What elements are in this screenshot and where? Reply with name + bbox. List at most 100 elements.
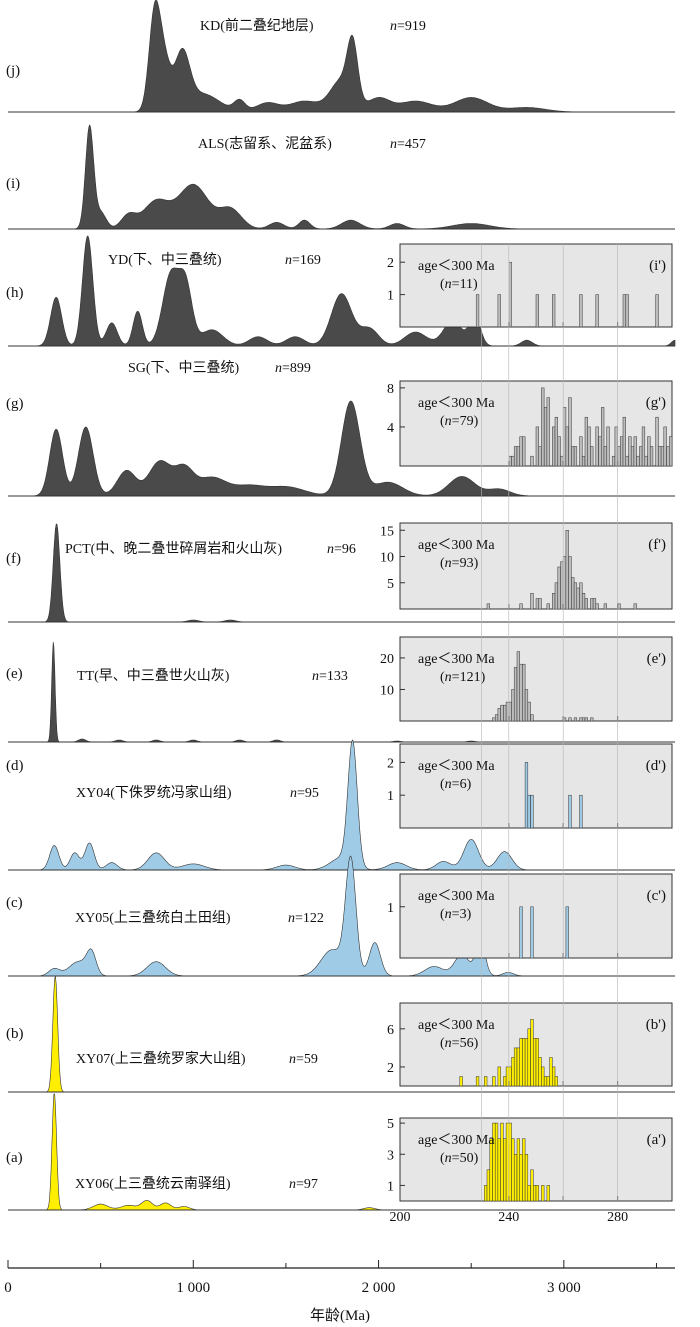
histogram-bar <box>573 717 578 722</box>
n-symbol: n <box>390 19 397 34</box>
inset-label: age＜300 Ma <box>418 396 495 411</box>
inset-panel-letter: (b') <box>646 1017 666 1033</box>
histogram-bar <box>538 598 542 610</box>
histogram-bar <box>494 714 499 722</box>
histogram-bar <box>590 717 594 722</box>
inset-y-tick-label: 3 <box>387 1148 394 1163</box>
histogram-bar <box>641 426 646 467</box>
n-symbol: n <box>327 542 334 557</box>
inset-y-tick-label: 20 <box>380 652 394 667</box>
n-symbol: n <box>288 911 295 926</box>
sample-count: n=169 <box>285 253 321 268</box>
histogram-bar <box>606 426 610 467</box>
histogram-bar <box>530 1019 534 1087</box>
kde-panel: (i) ALS(志留系、泥盆系) n=457 <box>6 124 675 230</box>
histogram-bar <box>633 603 637 610</box>
kde-panel: (c)XY05(上三叠统白土田组) n=122 <box>6 855 675 977</box>
histogram-bar <box>519 906 523 959</box>
histogram-bar <box>519 436 523 467</box>
sample-count: n=133 <box>312 669 348 684</box>
histogram-bar <box>552 1066 556 1087</box>
n-symbol: n <box>445 556 452 571</box>
inset-count: (n=6) <box>440 777 472 792</box>
inset-y-tick-label: 5 <box>387 577 394 592</box>
n-symbol: n <box>445 414 452 429</box>
histogram-bar <box>541 387 545 467</box>
histogram-bar <box>647 436 651 467</box>
histogram-bar <box>579 794 583 829</box>
x-axis: 0 1 000 2 000 3 000 年龄(Ma) <box>4 1260 675 1324</box>
inset-histogram: 5 10 15 age＜300 Ma (n=93) (f') <box>380 522 673 610</box>
histogram-bar <box>660 446 665 467</box>
histogram-bar <box>568 717 572 722</box>
histogram-bar <box>666 446 670 467</box>
n-value: =899 <box>282 361 311 376</box>
histogram-bar <box>603 446 607 467</box>
histogram-bar <box>497 1138 501 1202</box>
inset-histogram: 10 20 age＜300 Ma (n=121) (e') <box>380 636 673 722</box>
n-symbol: n <box>285 253 292 268</box>
inset-y-tick-label: 8 <box>387 382 394 397</box>
panel-letter: (j) <box>6 63 20 79</box>
histogram-bar <box>527 794 531 829</box>
histogram-bar <box>590 598 594 610</box>
inset-y-tick-label: 1 <box>387 289 394 304</box>
histogram-bar <box>513 1154 518 1202</box>
paren-open: ( <box>440 277 445 292</box>
n-value: =96 <box>334 542 356 557</box>
histogram-bar <box>513 446 518 467</box>
histogram-bar <box>655 416 659 467</box>
inset-frame <box>399 873 673 959</box>
histogram-bar <box>492 1076 496 1087</box>
histogram-bar <box>533 1038 537 1087</box>
histogram-bar <box>530 714 534 722</box>
histogram-bar <box>508 261 512 328</box>
histogram-bar <box>649 446 654 467</box>
panel-letter: (h) <box>6 285 24 301</box>
n-value: =95 <box>297 786 319 801</box>
histogram-bar <box>625 455 629 467</box>
histogram-bar <box>497 294 501 328</box>
x-tick-label: 2 000 <box>362 1280 396 1296</box>
sample-name: XY04(下侏罗统冯家山组) <box>76 784 232 801</box>
n-value: =50) <box>452 1151 479 1166</box>
histogram-bar <box>568 397 572 467</box>
histogram-bar <box>524 1038 529 1087</box>
histogram-bar <box>511 689 515 722</box>
n-symbol: n <box>445 277 452 292</box>
inset-y-tick-label: 1 <box>387 901 394 916</box>
inset-panel-letter: (g') <box>646 395 666 411</box>
histogram-bar <box>500 1122 504 1202</box>
panel-letter: (b) <box>6 1026 24 1042</box>
inset-histogram: 1 2 age＜300 Ma (n=6) (d') <box>387 743 673 829</box>
histogram-bar <box>655 294 659 328</box>
inset-panel-letter: (a') <box>647 1132 666 1148</box>
histogram-bar <box>546 603 550 610</box>
histogram-bar <box>565 906 569 959</box>
n-value: =11) <box>452 277 478 292</box>
histogram-bar <box>562 556 567 610</box>
n-symbol: n <box>445 907 452 922</box>
inset-count: (n=50) <box>440 1151 479 1166</box>
histogram-bar <box>489 1138 493 1202</box>
inset-count: (n=121) <box>440 670 486 685</box>
guide-lines <box>481 244 618 1201</box>
kde-panel: (j) KD(前二叠纪地层) n=919 <box>6 0 675 113</box>
histogram-bar <box>584 416 588 467</box>
histogram-bar <box>508 1122 512 1202</box>
n-symbol: n <box>390 137 397 152</box>
histogram-bar <box>614 426 618 467</box>
inset-count: (n=56) <box>440 1036 479 1051</box>
histogram-bar <box>535 598 539 610</box>
n-symbol: n <box>289 1177 296 1192</box>
n-value: =59 <box>296 1052 318 1067</box>
histogram-bar <box>527 1028 531 1087</box>
histogram-bar <box>568 794 572 829</box>
kde-density-area <box>8 124 675 230</box>
histogram-bar <box>620 436 624 467</box>
kde-panel: (a)XY06(上三叠统云南驿组) n=97 <box>6 1093 675 1211</box>
histogram-bar <box>587 426 591 467</box>
histogram-bar <box>554 416 558 467</box>
histogram-bar <box>554 582 558 610</box>
